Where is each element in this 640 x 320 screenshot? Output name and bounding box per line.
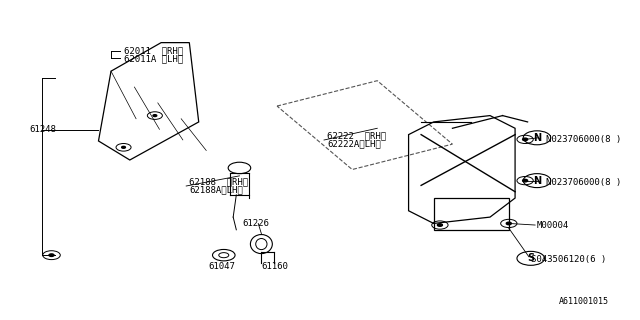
Circle shape bbox=[437, 224, 442, 226]
Text: 61248: 61248 bbox=[29, 125, 56, 134]
Text: 62011A 〈LH〉: 62011A 〈LH〉 bbox=[124, 54, 182, 63]
Circle shape bbox=[153, 115, 157, 116]
Text: M00004: M00004 bbox=[537, 220, 569, 229]
Text: 62222  〈RH〉: 62222 〈RH〉 bbox=[327, 132, 387, 141]
Text: 61047: 61047 bbox=[208, 262, 235, 271]
Text: A611001015: A611001015 bbox=[559, 297, 609, 306]
Text: 61160: 61160 bbox=[261, 262, 288, 271]
Text: 61226: 61226 bbox=[243, 219, 269, 228]
Text: 62188  〈RH〉: 62188 〈RH〉 bbox=[189, 178, 248, 187]
Circle shape bbox=[523, 138, 527, 141]
Text: N023706000(8 ): N023706000(8 ) bbox=[547, 178, 621, 187]
Text: S: S bbox=[527, 253, 534, 263]
Text: 62188A〈LH〉: 62188A〈LH〉 bbox=[189, 186, 243, 195]
Circle shape bbox=[49, 254, 54, 256]
Text: 62222A〈LH〉: 62222A〈LH〉 bbox=[327, 140, 381, 148]
Text: N: N bbox=[533, 176, 541, 186]
Circle shape bbox=[122, 146, 125, 148]
Circle shape bbox=[506, 222, 511, 225]
Text: S043506120(6 ): S043506120(6 ) bbox=[531, 255, 606, 264]
Text: N023706000(8 ): N023706000(8 ) bbox=[547, 135, 621, 144]
Circle shape bbox=[523, 179, 527, 182]
Text: 62011  〈RH〉: 62011 〈RH〉 bbox=[124, 46, 182, 55]
Text: N: N bbox=[533, 133, 541, 143]
